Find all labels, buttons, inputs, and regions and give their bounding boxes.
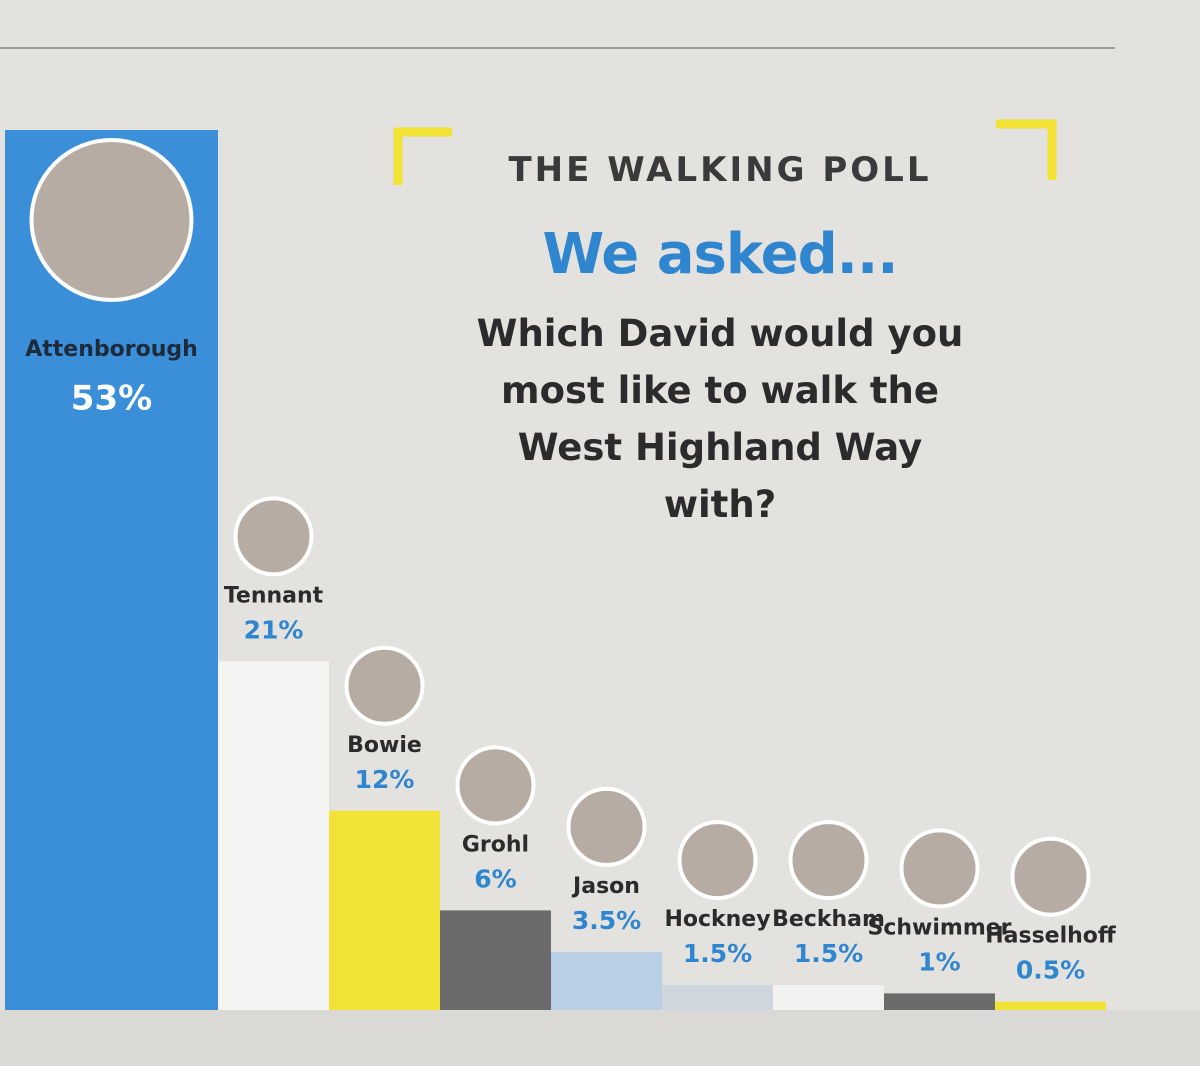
portrait bbox=[677, 820, 758, 901]
value-label: 6% bbox=[474, 864, 516, 893]
portrait bbox=[233, 496, 314, 577]
value-label: 0.5% bbox=[1016, 956, 1085, 985]
category-label: Tennant bbox=[224, 583, 324, 608]
bracket-left bbox=[393, 127, 452, 185]
bar bbox=[440, 910, 551, 1010]
bar bbox=[329, 810, 440, 1010]
category-label: Schwimmer bbox=[867, 915, 1011, 940]
bar bbox=[773, 985, 884, 1010]
page-bottom bbox=[0, 1010, 1200, 1066]
portrait bbox=[455, 745, 536, 826]
value-label: 21% bbox=[244, 615, 304, 644]
value-label: 1% bbox=[918, 947, 960, 976]
portrait bbox=[1010, 836, 1091, 917]
portrait bbox=[344, 645, 425, 726]
portrait bbox=[788, 820, 869, 901]
value-label: 12% bbox=[355, 765, 415, 794]
category-label: Bowie bbox=[347, 733, 422, 758]
value-label: 1.5% bbox=[794, 939, 863, 968]
portrait bbox=[566, 786, 647, 867]
bracket-right bbox=[996, 119, 1057, 180]
category-label: Attenborough bbox=[25, 337, 198, 362]
portrait bbox=[899, 828, 980, 909]
question: Which David would you most like to walk … bbox=[476, 312, 964, 526]
portrait bbox=[29, 138, 194, 302]
kicker: THE WALKING POLL bbox=[508, 150, 932, 190]
value-label: 3.5% bbox=[572, 906, 641, 935]
category-label: Jason bbox=[571, 874, 640, 899]
value-label: 53% bbox=[71, 379, 152, 419]
category-label: Grohl bbox=[462, 832, 529, 857]
bar bbox=[662, 985, 773, 1010]
category-label: Hockney bbox=[664, 907, 770, 932]
bar bbox=[884, 993, 995, 1010]
bar bbox=[218, 661, 329, 1010]
category-label: Beckham bbox=[772, 907, 885, 932]
value-label: 1.5% bbox=[683, 939, 752, 968]
chart-title: We asked... bbox=[542, 222, 899, 287]
bar bbox=[995, 1001, 1106, 1010]
bar bbox=[551, 951, 662, 1010]
category-label: Hasselhoff bbox=[985, 924, 1117, 949]
